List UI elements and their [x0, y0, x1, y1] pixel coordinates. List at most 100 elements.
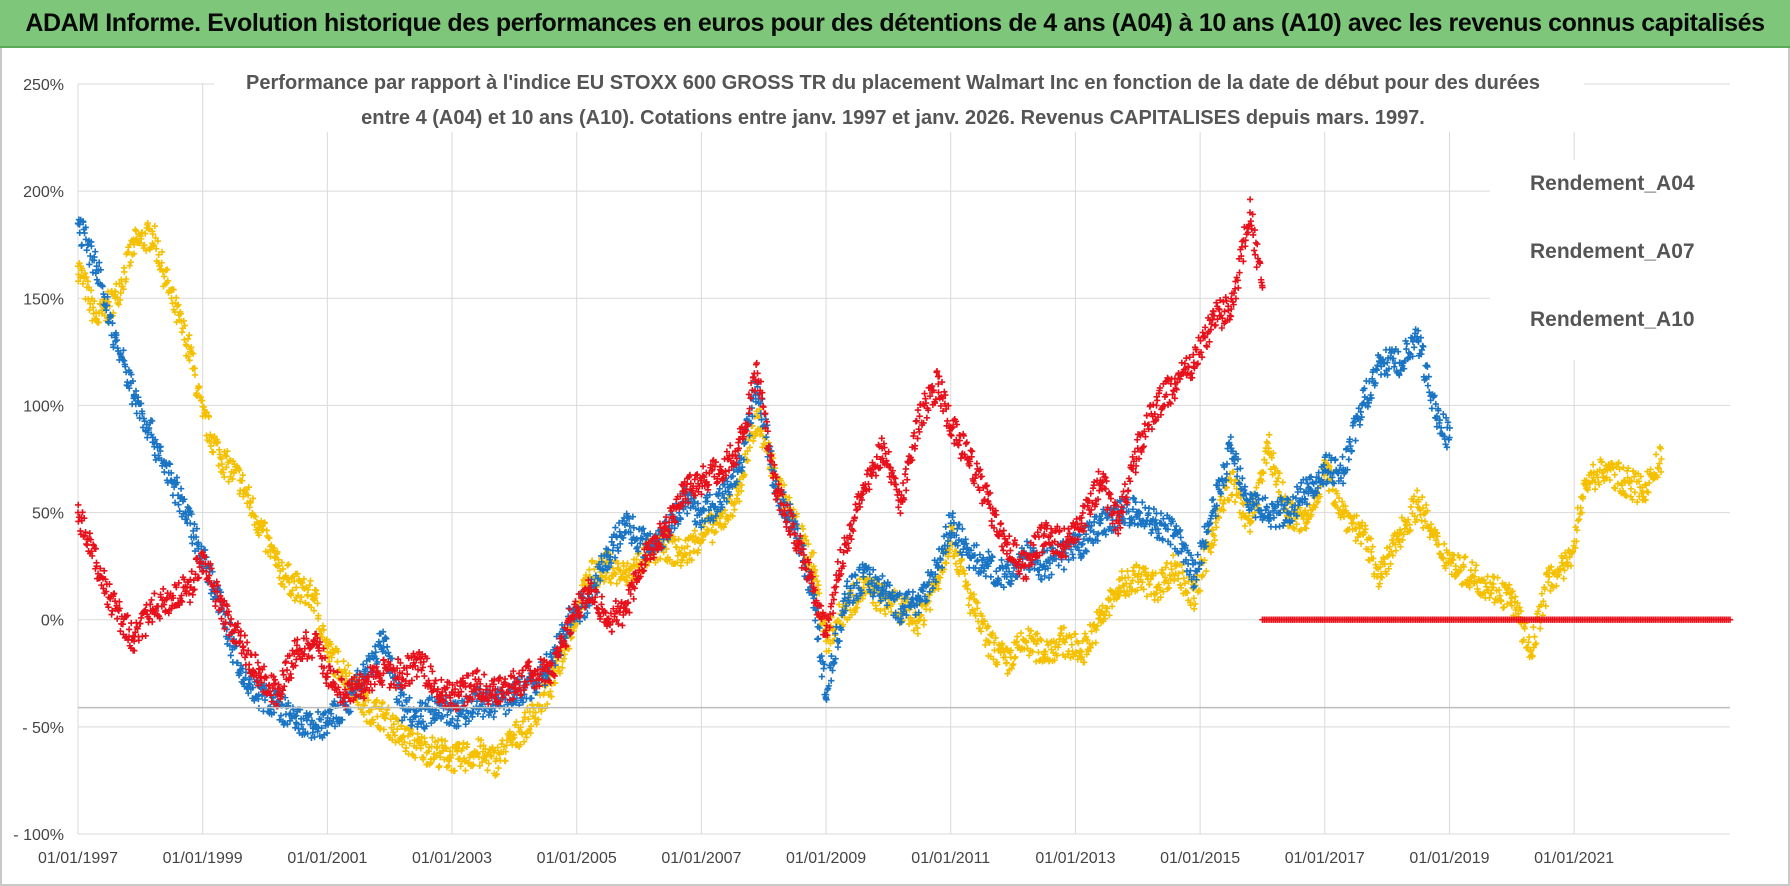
- data-point: [686, 549, 694, 557]
- data-point: [81, 229, 88, 237]
- data-point: [914, 630, 922, 637]
- data-point: [284, 562, 291, 569]
- data-point: [502, 748, 509, 755]
- data-point: [815, 590, 823, 597]
- data-point: [834, 643, 842, 651]
- data-point: [281, 694, 289, 701]
- data-point: [738, 481, 745, 489]
- data-point: [1177, 534, 1184, 541]
- y-tick-label: 50%: [32, 506, 64, 523]
- data-point: [434, 737, 442, 744]
- data-point: [380, 726, 387, 733]
- data-point: [142, 247, 150, 254]
- data-point: [175, 301, 182, 308]
- data-point: [926, 606, 934, 613]
- data-point: [371, 681, 378, 688]
- data-point: [477, 743, 484, 750]
- data-point: [523, 734, 530, 741]
- data-point: [451, 767, 458, 775]
- data-point: [1424, 382, 1432, 389]
- data-point: [334, 658, 341, 665]
- data-point: [320, 626, 327, 634]
- data-point: [360, 711, 368, 718]
- data-point: [810, 549, 817, 556]
- data-point: [252, 513, 259, 520]
- data-point: [815, 635, 822, 642]
- data-point: [434, 743, 441, 751]
- data-point: [229, 475, 236, 483]
- x-tick-label: 01/01/2007: [661, 850, 741, 867]
- data-point: [1266, 431, 1273, 439]
- data-point: [814, 577, 821, 585]
- data-point: [731, 506, 738, 513]
- data-point: [429, 734, 436, 741]
- data-point: [699, 536, 707, 543]
- data-point: [1352, 437, 1359, 444]
- data-point: [121, 268, 128, 276]
- data-point: [160, 273, 168, 280]
- x-tick-label: 01/01/2017: [1285, 850, 1365, 867]
- data-point: [1560, 575, 1567, 582]
- data-point: [588, 557, 596, 564]
- data-point: [780, 481, 788, 489]
- data-point: [379, 699, 386, 706]
- data-point: [1652, 451, 1660, 458]
- data-point: [313, 590, 320, 598]
- data-point: [90, 297, 98, 305]
- data-point: [341, 666, 349, 673]
- data-point: [1190, 595, 1198, 602]
- data-point: [170, 286, 177, 293]
- data-point: [606, 575, 613, 583]
- x-tick-label: 01/01/2003: [412, 850, 492, 867]
- data-point: [1223, 470, 1230, 478]
- data-point: [198, 397, 206, 404]
- data-point: [195, 383, 203, 391]
- data-point: [312, 630, 320, 637]
- data-point: [502, 757, 509, 765]
- data-point: [520, 738, 528, 745]
- data-point: [943, 559, 950, 567]
- y-tick-label: 0%: [41, 613, 64, 630]
- data-point: [120, 286, 127, 293]
- data-point: [1441, 540, 1448, 548]
- data-point: [695, 546, 702, 554]
- data-point: [186, 332, 193, 339]
- header-banner: ADAM Informe. Evolution historique des p…: [0, 0, 1790, 48]
- data-point: [556, 670, 564, 677]
- data-point: [1211, 536, 1218, 544]
- data-point: [387, 716, 394, 723]
- data-point: [83, 273, 90, 281]
- data-point: [688, 556, 695, 564]
- data-point: [494, 744, 501, 751]
- data-point: [223, 464, 230, 471]
- data-point: [677, 562, 685, 569]
- data-point: [392, 714, 400, 722]
- data-point: [132, 227, 140, 235]
- data-point: [186, 599, 194, 606]
- data-point: [1422, 501, 1430, 509]
- data-point: [87, 300, 94, 307]
- data-point: [618, 575, 625, 582]
- data-point: [83, 541, 91, 549]
- y-tick-label: 150%: [23, 291, 64, 308]
- data-point: [441, 756, 448, 763]
- data-point: [1092, 639, 1100, 646]
- data-point: [1420, 510, 1428, 518]
- data-point: [230, 469, 238, 477]
- data-point: [985, 548, 992, 555]
- data-point: [283, 666, 291, 674]
- data-point: [527, 722, 535, 730]
- data-point: [443, 745, 450, 753]
- data-point: [617, 567, 624, 574]
- data-point: [284, 575, 292, 583]
- data-point: [811, 566, 819, 574]
- data-point: [506, 728, 513, 735]
- data-point: [306, 582, 313, 589]
- data-point: [963, 582, 970, 589]
- data-point: [1246, 528, 1254, 535]
- data-point: [89, 304, 97, 311]
- data-point: [591, 565, 598, 573]
- data-point: [1209, 496, 1217, 503]
- data-point: [607, 579, 615, 587]
- data-point: [287, 590, 295, 597]
